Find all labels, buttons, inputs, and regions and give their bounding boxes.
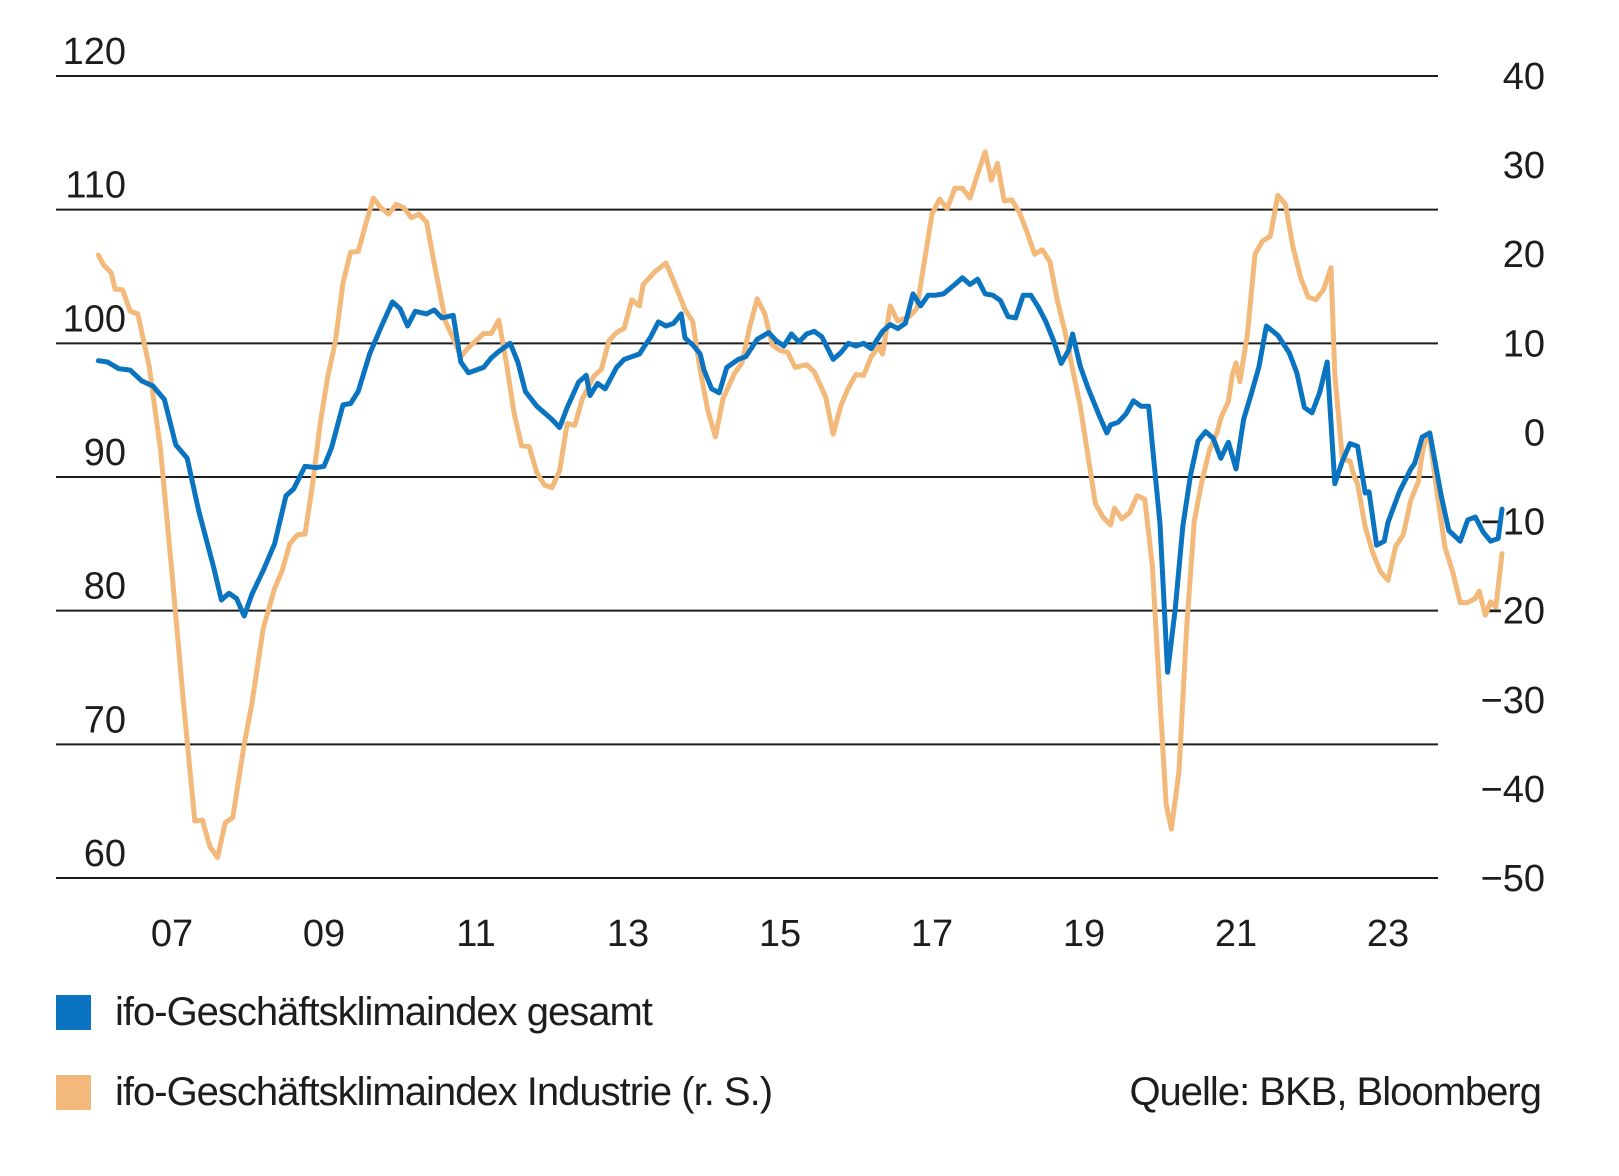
left-tick-label: 110 (65, 165, 126, 207)
x-tick-label: 19 (1063, 913, 1105, 955)
legend-item-industrie: ifo-Geschäftsklimaindex Industrie (r. S.… (56, 1070, 773, 1115)
legend-swatch-blue (56, 995, 91, 1030)
series-line-industrie (95, 149, 1505, 860)
right-tick-label: −50 (1481, 858, 1545, 900)
x-tick-label: 21 (1215, 913, 1257, 955)
series-line-gesamt (95, 275, 1505, 675)
left-tick-label: 60 (84, 833, 126, 875)
right-tick-label: −10 (1481, 502, 1545, 544)
right-tick-label: −20 (1481, 591, 1545, 633)
x-tick-label: 17 (911, 913, 953, 955)
right-tick-label: −40 (1481, 769, 1545, 811)
legend-label-gesamt: ifo-Geschäftsklimaindex gesamt (115, 990, 653, 1034)
right-tick-label: 10 (1503, 323, 1545, 365)
right-axis-ticks: 40 30 20 10 0 −10 −20 −30 −40 −50 (1481, 56, 1545, 900)
left-tick-label: 120 (63, 31, 126, 73)
x-tick-label: 07 (151, 913, 193, 955)
left-tick-label: 90 (84, 432, 126, 474)
left-axis-ticks: 120 110 100 90 80 70 60 (63, 31, 126, 875)
x-axis-ticks: 07 09 11 13 15 17 19 21 23 (151, 913, 1409, 955)
source-note: Quelle: BKB, Bloomberg (1129, 1070, 1542, 1114)
legend-label-industrie: ifo-Geschäftsklimaindex Industrie (r. S.… (115, 1070, 773, 1114)
legend-swatch-orange (56, 1075, 91, 1110)
x-tick-label: 13 (607, 913, 649, 955)
x-tick-label: 15 (759, 913, 801, 955)
right-tick-label: −30 (1481, 680, 1545, 722)
left-tick-label: 70 (84, 699, 126, 741)
gridlines (56, 75, 1438, 879)
right-tick-label: 20 (1503, 234, 1545, 276)
legend-item-gesamt: ifo-Geschäftsklimaindex gesamt (56, 990, 653, 1035)
left-tick-label: 80 (84, 566, 126, 608)
left-tick-label: 100 (63, 298, 126, 340)
x-tick-label: 23 (1367, 913, 1409, 955)
right-tick-label: 30 (1503, 145, 1545, 187)
right-tick-label: 40 (1503, 56, 1545, 98)
x-tick-label: 11 (456, 913, 495, 955)
x-tick-label: 09 (303, 913, 345, 955)
series-layer (95, 149, 1505, 860)
right-tick-label: 0 (1524, 412, 1545, 454)
